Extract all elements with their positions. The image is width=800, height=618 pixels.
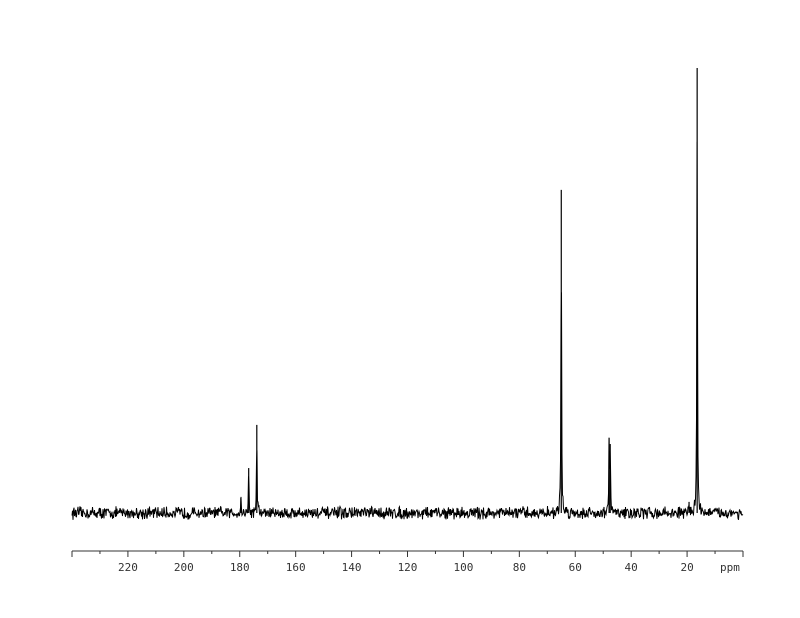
x-tick-label: 60: [569, 561, 582, 574]
x-tick-label: 120: [398, 561, 418, 574]
x-axis: 220 200 180 160 140 120 100 80 60 40 20: [71, 68, 744, 574]
x-tick-label: 100: [453, 561, 473, 574]
spectrum-trace: [71, 141, 744, 521]
x-tick-label: 180: [230, 561, 250, 574]
x-tick-label: 200: [174, 561, 194, 574]
x-tick-label: 220: [118, 561, 138, 574]
x-tick-label: 140: [342, 561, 362, 574]
x-axis-unit-label: ppm: [720, 561, 740, 574]
x-tick-label: 40: [625, 561, 638, 574]
x-tick-label: 80: [513, 561, 526, 574]
x-tick-label: 20: [680, 561, 693, 574]
x-tick-label: 160: [286, 561, 306, 574]
